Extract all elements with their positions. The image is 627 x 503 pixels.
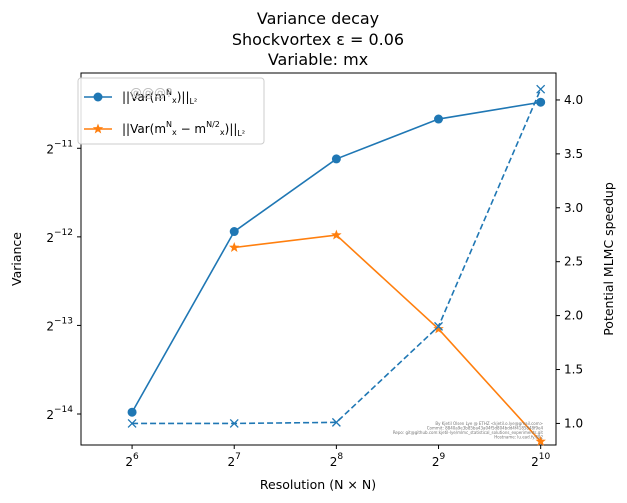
series-0-point [331,154,341,164]
x-tick-label: 27 [228,452,241,469]
watermark: By Kjetil Olsen Lye @ ETHZ <kjetil.o.lye… [393,421,544,440]
y2-tick-label: 3.5 [564,147,583,161]
chart-title-line-2: Shockvortex ε = 0.06 [232,30,404,49]
y-tick-label: 2−12 [46,228,73,245]
legend-overlay-text: @@@? [130,86,172,100]
series-0-point [127,407,137,417]
y-axis-label: Variance [9,232,24,286]
x-tick-label: 210 [531,452,550,469]
x-axis-label: Resolution (N × N) [260,477,376,492]
legend-marker-0 [93,92,103,102]
series-2-point [536,84,546,94]
y2-tick-label: 2.0 [564,309,583,323]
x-tick-label: 28 [330,452,344,469]
legend: ||Var(mNx)||L² ||Var(mNx − mN/2x)||L² @@@? [77,77,265,145]
y2-tick-label: 1.5 [564,363,583,377]
legend-label-1: ||Var(mNx − mN/2x)||L² [122,120,245,138]
series-0-point [536,97,546,107]
series-2-point [229,418,239,428]
series-1-point [228,241,240,252]
legend-marker-1 [92,123,104,134]
y2-axis-label: Potential MLMC speedup [601,182,616,336]
x-tick-label: 26 [125,452,139,469]
series-2-point [434,321,443,331]
series-0-point [229,227,239,237]
series-line-0 [131,101,541,413]
y2-tick-label: 2.5 [564,255,583,269]
chart-title-line-1: Variance decay [257,9,379,28]
watermark-line: Commit: 8840a9e3b85ba43a04f5d804bdd4f418… [427,426,544,431]
series-line-1 [234,234,542,442]
plot-frame [80,72,557,446]
series-2-point [127,418,137,428]
series-line-2 [132,88,542,425]
y2-tick-label: 3.0 [564,201,583,215]
y-tick-label: 2−11 [46,139,73,156]
x-tick-label: 29 [432,452,446,469]
plot-area: 26 27 28 29 210 2−14 2−13 2−12 2−11 1.0 1.5 2.0 2.5 3… [46,72,583,469]
y-tick-label: 2−13 [46,316,73,333]
watermark-line: Repo: git@github.com:kjetil-lye/mlmc_sta… [393,430,544,435]
legend-label-0: ||Var(mNx)||L² [122,88,197,106]
watermark-line: Hostname: lu.ead.fy.892 [494,435,543,440]
series-0-point [434,114,444,124]
watermark-line: By Kjetil Olsen Lye @ ETHZ <kjetil.o.lye… [435,421,543,426]
y2-tick-label: 4.0 [564,93,583,107]
series-1-point [433,323,444,334]
series-1-point [535,435,546,446]
legend-box [77,77,265,145]
y2-tick-label: 1.0 [564,416,583,430]
series-2-point [331,417,341,427]
series-1-point [331,229,342,240]
y-tick-label: 2−14 [46,405,73,422]
chart-title-line-3: Variable: mx [268,50,368,69]
